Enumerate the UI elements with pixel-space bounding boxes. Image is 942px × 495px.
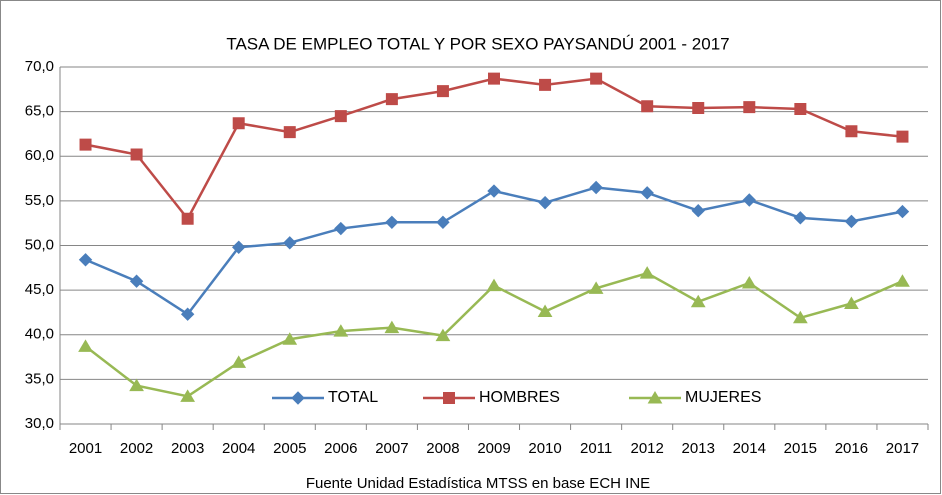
point bbox=[334, 221, 348, 236]
y-tick-label: 30,0 bbox=[25, 415, 54, 432]
point bbox=[78, 339, 93, 352]
point bbox=[436, 215, 450, 230]
x-tick-label: 2015 bbox=[784, 440, 817, 457]
point bbox=[845, 125, 858, 138]
x-tick-label: 2014 bbox=[733, 440, 766, 457]
point bbox=[590, 72, 603, 85]
point bbox=[743, 101, 756, 114]
point bbox=[690, 294, 706, 308]
point bbox=[231, 355, 247, 368]
point bbox=[385, 215, 399, 230]
y-tick-label: 50,0 bbox=[25, 236, 54, 253]
point bbox=[793, 211, 808, 225]
x-tick-label: 2016 bbox=[835, 440, 868, 457]
legend-label: HOMBRES bbox=[479, 389, 560, 406]
point bbox=[78, 253, 93, 267]
x-tick-label: 2004 bbox=[222, 440, 255, 457]
point bbox=[691, 203, 705, 218]
point bbox=[895, 204, 910, 219]
point bbox=[487, 184, 501, 198]
point bbox=[844, 296, 859, 310]
x-tick-label: 2005 bbox=[273, 440, 306, 457]
x-tick-label: 2011 bbox=[580, 440, 612, 457]
point bbox=[231, 240, 246, 254]
y-tick-label: 35,0 bbox=[25, 370, 54, 387]
point bbox=[283, 126, 296, 139]
point bbox=[639, 266, 655, 279]
x-tick-label: 2009 bbox=[477, 440, 510, 457]
legend-label: MUJERES bbox=[685, 389, 761, 406]
y-tick-label: 65,0 bbox=[25, 103, 54, 120]
point bbox=[538, 195, 552, 210]
legend-marker bbox=[443, 392, 455, 404]
y-tick-label: 40,0 bbox=[25, 326, 54, 343]
x-tick-label: 2003 bbox=[171, 440, 204, 457]
y-tick-label: 70,0 bbox=[25, 58, 54, 75]
point bbox=[435, 328, 451, 342]
legend-marker bbox=[647, 391, 663, 404]
point bbox=[844, 214, 859, 229]
x-tick-label: 2006 bbox=[324, 440, 357, 457]
point bbox=[486, 278, 502, 292]
point bbox=[333, 324, 349, 337]
point bbox=[232, 117, 245, 130]
legend-label: TOTAL bbox=[328, 389, 378, 406]
point bbox=[180, 389, 196, 402]
legend-marker bbox=[291, 391, 305, 405]
point bbox=[129, 378, 144, 392]
x-tick-label: 2013 bbox=[682, 440, 715, 457]
point bbox=[742, 193, 757, 207]
point bbox=[895, 274, 910, 287]
point bbox=[384, 320, 400, 334]
x-tick-label: 2010 bbox=[528, 440, 561, 457]
point bbox=[283, 236, 297, 250]
x-tick-label: 2001 bbox=[69, 440, 102, 457]
point bbox=[896, 130, 909, 143]
point bbox=[180, 307, 195, 321]
point bbox=[792, 310, 808, 324]
point bbox=[385, 93, 398, 106]
point bbox=[129, 274, 144, 288]
point bbox=[181, 212, 194, 225]
point bbox=[537, 304, 553, 318]
point bbox=[794, 102, 807, 115]
point bbox=[741, 276, 757, 289]
point bbox=[488, 72, 500, 85]
y-tick-label: 55,0 bbox=[25, 192, 54, 209]
x-tick-label: 2012 bbox=[630, 440, 663, 457]
point bbox=[436, 85, 449, 98]
x-tick-label: 2002 bbox=[120, 440, 153, 457]
point bbox=[640, 186, 654, 200]
x-tick-label: 2007 bbox=[375, 440, 408, 457]
point bbox=[79, 138, 92, 151]
point bbox=[589, 180, 603, 195]
point bbox=[130, 148, 143, 161]
x-tick-label: 2008 bbox=[426, 440, 459, 457]
x-axis-label: Fuente Unidad Estadística MTSS en base E… bbox=[306, 475, 650, 492]
point bbox=[588, 281, 604, 294]
x-tick-label: 2017 bbox=[886, 440, 919, 457]
point bbox=[334, 110, 347, 123]
point bbox=[692, 102, 705, 115]
y-tick-label: 45,0 bbox=[25, 281, 54, 298]
point bbox=[641, 100, 654, 113]
point bbox=[539, 78, 552, 91]
y-tick-label: 60,0 bbox=[25, 147, 54, 164]
chart-title: TASA DE EMPLEO TOTAL Y POR SEXO PAYSANDÚ… bbox=[226, 34, 729, 53]
point bbox=[282, 332, 298, 345]
